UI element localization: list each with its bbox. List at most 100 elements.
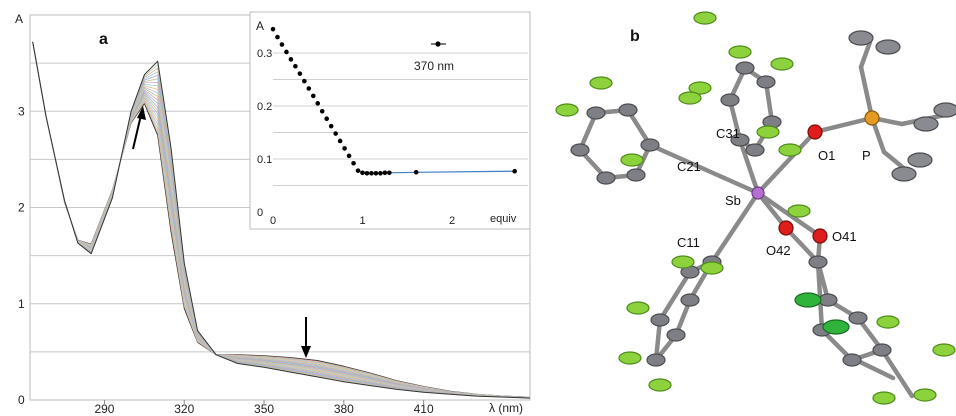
arrow-up-annotation <box>132 106 146 150</box>
spectra-series <box>32 41 531 399</box>
atom-f <box>778 143 802 157</box>
panel-b-structure: b C31 O1 P C21 Sb O41 O42 C11 <box>555 11 956 405</box>
inset-y-tick-label: 0.3 <box>257 48 272 60</box>
inset-data-point <box>512 168 517 174</box>
atom-f2 <box>822 319 850 335</box>
bonds <box>577 39 948 399</box>
inset-chart: 0 0.1 0.2 0.3 0 1 2 A equiv 370 nm <box>249 11 531 230</box>
atom-c <box>666 328 686 342</box>
atom-c <box>640 138 660 152</box>
bond <box>858 64 875 121</box>
atom-c <box>730 133 750 147</box>
inset-data-point <box>413 169 419 175</box>
inset-data-point <box>319 109 325 114</box>
atom-c <box>842 353 862 367</box>
atom-c <box>596 171 616 185</box>
inset-data-point <box>302 78 307 84</box>
y-tick-label: 2 <box>18 201 25 215</box>
atom-f <box>671 255 695 269</box>
inset-data-point <box>288 57 294 62</box>
inset-data-point <box>270 26 276 32</box>
inset-y-tick-label: 0 <box>257 207 263 219</box>
atom-f <box>678 91 702 105</box>
legend-label: 370 nm <box>414 59 454 73</box>
inset-data-point <box>337 138 343 144</box>
bond <box>783 225 821 265</box>
atom-f <box>770 57 794 71</box>
inset-data-point <box>328 123 334 129</box>
atom-f2 <box>794 292 822 308</box>
atom-f <box>876 315 900 329</box>
arrow-down-annotation <box>301 317 311 358</box>
bond <box>737 137 761 196</box>
inset-data-point <box>279 42 285 47</box>
atom-f <box>620 153 644 167</box>
atom-f <box>626 301 650 315</box>
inset-data-point <box>364 171 370 176</box>
atom-f <box>700 261 724 275</box>
atom-label-o41: O41 <box>832 229 857 244</box>
inset-data-point <box>342 146 347 151</box>
inset-y-axis-label: A <box>256 19 264 33</box>
inset-data-point <box>275 34 280 40</box>
inset-data-point <box>297 71 303 76</box>
atom-label-o42: O42 <box>766 243 791 258</box>
x-tick-label: 350 <box>254 402 274 416</box>
spectrum-trace <box>32 41 531 399</box>
inset-y-tick-label: 0.1 <box>257 154 272 166</box>
inset-data-point <box>360 170 365 176</box>
inset-data-point <box>310 93 316 99</box>
inset-data-point <box>355 168 361 173</box>
inset-axis-ticks: 0 0.1 0.2 0.3 0 1 2 <box>257 48 455 227</box>
atom-c <box>808 255 828 269</box>
x-tick-label: 410 <box>414 402 434 416</box>
inset-data-point <box>315 101 321 106</box>
atom-c <box>646 353 666 367</box>
atom-o <box>812 228 828 244</box>
atom-h <box>848 30 874 46</box>
bond <box>853 357 896 381</box>
atom-f <box>618 351 642 365</box>
bond <box>727 97 743 143</box>
atom-f <box>555 103 579 117</box>
inset-y-tick-label: 0.2 <box>257 101 272 113</box>
atom-f <box>932 343 956 357</box>
atom-label-sb: Sb <box>725 193 741 208</box>
inset-data-point <box>333 131 338 136</box>
atom-f <box>787 204 811 218</box>
atom-c <box>626 168 646 182</box>
inset-legend: 370 nm <box>414 41 454 73</box>
bond <box>763 79 775 125</box>
y-tick-label: 1 <box>18 297 25 311</box>
atom-h <box>875 39 901 55</box>
atom-f <box>872 391 896 405</box>
bond <box>647 142 761 196</box>
atom-f <box>688 81 712 95</box>
inset-x-tick-label: 2 <box>449 215 455 227</box>
atom-o <box>807 124 823 140</box>
atom-f <box>693 11 717 25</box>
x-tick-label: 290 <box>94 402 114 416</box>
atom-c <box>650 313 670 327</box>
y-tick-label: 0 <box>18 393 25 407</box>
inset-data-point <box>306 86 312 91</box>
atom-f <box>648 378 672 392</box>
bond <box>879 347 915 399</box>
atom-c <box>680 293 700 307</box>
atom-c <box>618 103 638 117</box>
atom-label-c21: C21 <box>677 159 701 174</box>
inset-data-point <box>369 171 374 176</box>
atom-o <box>778 220 794 236</box>
inset-data-point <box>351 160 356 166</box>
bond <box>657 269 693 323</box>
bond <box>858 39 873 70</box>
inset-x-tick-label: 1 <box>359 215 365 227</box>
atom-label-c11: C11 <box>677 235 700 250</box>
atom-h <box>907 152 933 168</box>
atom-label-c31: C31 <box>716 126 740 141</box>
atom-c <box>756 75 776 89</box>
x-tick-label: 320 <box>174 402 194 416</box>
atom-h <box>913 116 939 132</box>
atom-label-o1: O1 <box>818 148 835 163</box>
